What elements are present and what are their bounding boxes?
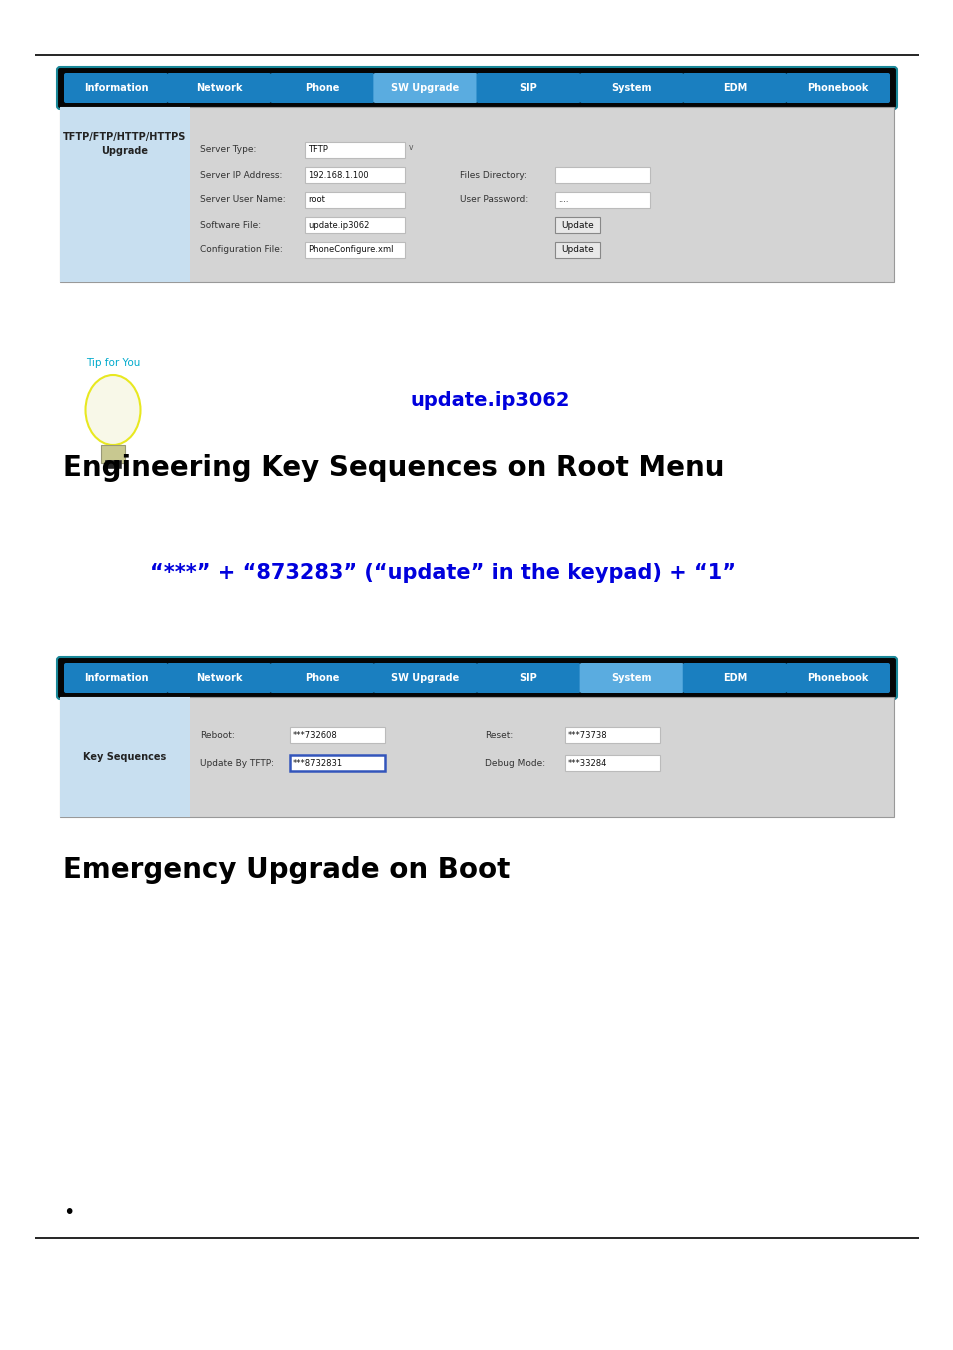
Text: Upgrade: Upgrade [101, 146, 149, 157]
Text: EDM: EDM [722, 82, 746, 93]
Text: SIP: SIP [519, 674, 537, 683]
Bar [60, 107, 893, 282]
Bar [555, 242, 599, 258]
Text: update.ip3062: update.ip3062 [308, 220, 369, 230]
Text: ....: .... [558, 196, 568, 204]
FancyBboxPatch shape [579, 73, 683, 103]
Text: SW Upgrade: SW Upgrade [391, 674, 459, 683]
Text: TFTP: TFTP [308, 146, 328, 154]
Text: Configuration File:: Configuration File: [200, 246, 282, 255]
Text: ***8732831: ***8732831 [293, 759, 343, 768]
Bar [60, 107, 190, 282]
Text: •: • [63, 1203, 74, 1223]
Text: System: System [611, 82, 651, 93]
Text: Phone: Phone [305, 674, 339, 683]
Text: Server IP Address:: Server IP Address: [200, 170, 282, 180]
Text: Reset:: Reset: [484, 730, 513, 740]
FancyBboxPatch shape [167, 663, 271, 693]
Text: Network: Network [195, 674, 242, 683]
Text: ***33284: ***33284 [567, 759, 607, 768]
Text: Reboot:: Reboot: [200, 730, 234, 740]
Text: Emergency Upgrade on Boot: Emergency Upgrade on Boot [63, 856, 510, 884]
FancyBboxPatch shape [373, 73, 477, 103]
Bar [60, 697, 190, 817]
Text: System: System [611, 674, 651, 683]
FancyBboxPatch shape [579, 663, 683, 693]
FancyBboxPatch shape [785, 73, 889, 103]
Text: “***” + “873283” (“update” in the keypad) + “1”: “***” + “873283” (“update” in the keypad… [150, 563, 735, 583]
Text: SIP: SIP [519, 82, 537, 93]
FancyBboxPatch shape [64, 73, 168, 103]
Text: Information: Information [84, 674, 148, 683]
Text: ***732608: ***732608 [293, 730, 337, 740]
Text: Server User Name:: Server User Name: [200, 196, 285, 204]
Bar [305, 142, 405, 158]
Text: Server Type:: Server Type: [200, 146, 256, 154]
Text: root: root [308, 196, 325, 204]
Text: Update By TFTP:: Update By TFTP: [200, 759, 274, 768]
FancyBboxPatch shape [57, 68, 896, 109]
Text: User Password:: User Password: [459, 196, 528, 204]
Bar [555, 192, 649, 208]
FancyBboxPatch shape [167, 73, 271, 103]
Bar [105, 460, 121, 468]
Text: PhoneConfigure.xml: PhoneConfigure.xml [308, 246, 393, 255]
Text: TFTP/FTP/HTTP/HTTPS: TFTP/FTP/HTTP/HTTPS [63, 132, 187, 142]
FancyBboxPatch shape [64, 663, 168, 693]
Text: ***73738: ***73738 [567, 730, 607, 740]
Bar [60, 697, 893, 817]
Bar [564, 728, 659, 743]
Text: update.ip3062: update.ip3062 [410, 390, 569, 409]
FancyBboxPatch shape [270, 663, 374, 693]
Text: Tip for You: Tip for You [86, 358, 140, 369]
Text: Phonebook: Phonebook [806, 82, 868, 93]
FancyBboxPatch shape [373, 663, 477, 693]
Bar [564, 755, 659, 771]
Text: EDM: EDM [722, 674, 746, 683]
FancyBboxPatch shape [270, 73, 374, 103]
Text: Software File:: Software File: [200, 220, 261, 230]
Text: Phonebook: Phonebook [806, 674, 868, 683]
FancyBboxPatch shape [682, 73, 786, 103]
Text: v: v [409, 143, 413, 153]
Bar [305, 217, 405, 234]
Bar [305, 167, 405, 184]
Bar [305, 242, 405, 258]
Text: Phone: Phone [305, 82, 339, 93]
Text: Files Directory:: Files Directory: [459, 170, 526, 180]
Text: Debug Mode:: Debug Mode: [484, 759, 544, 768]
FancyBboxPatch shape [476, 73, 580, 103]
Text: Key Sequences: Key Sequences [83, 752, 167, 761]
Text: Network: Network [195, 82, 242, 93]
Text: SW Upgrade: SW Upgrade [391, 82, 459, 93]
Ellipse shape [86, 375, 140, 446]
Text: Update: Update [560, 220, 594, 230]
Text: 192.168.1.100: 192.168.1.100 [308, 170, 368, 180]
FancyBboxPatch shape [57, 657, 896, 699]
Bar [101, 446, 125, 463]
Text: Engineering Key Sequences on Root Menu: Engineering Key Sequences on Root Menu [63, 454, 723, 482]
Text: Information: Information [84, 82, 148, 93]
FancyBboxPatch shape [682, 663, 786, 693]
FancyBboxPatch shape [476, 663, 580, 693]
Bar [290, 728, 385, 743]
Bar [555, 167, 649, 184]
Bar [555, 217, 599, 234]
Bar [305, 192, 405, 208]
FancyBboxPatch shape [785, 663, 889, 693]
Bar [290, 755, 385, 771]
Text: Update: Update [560, 246, 594, 255]
